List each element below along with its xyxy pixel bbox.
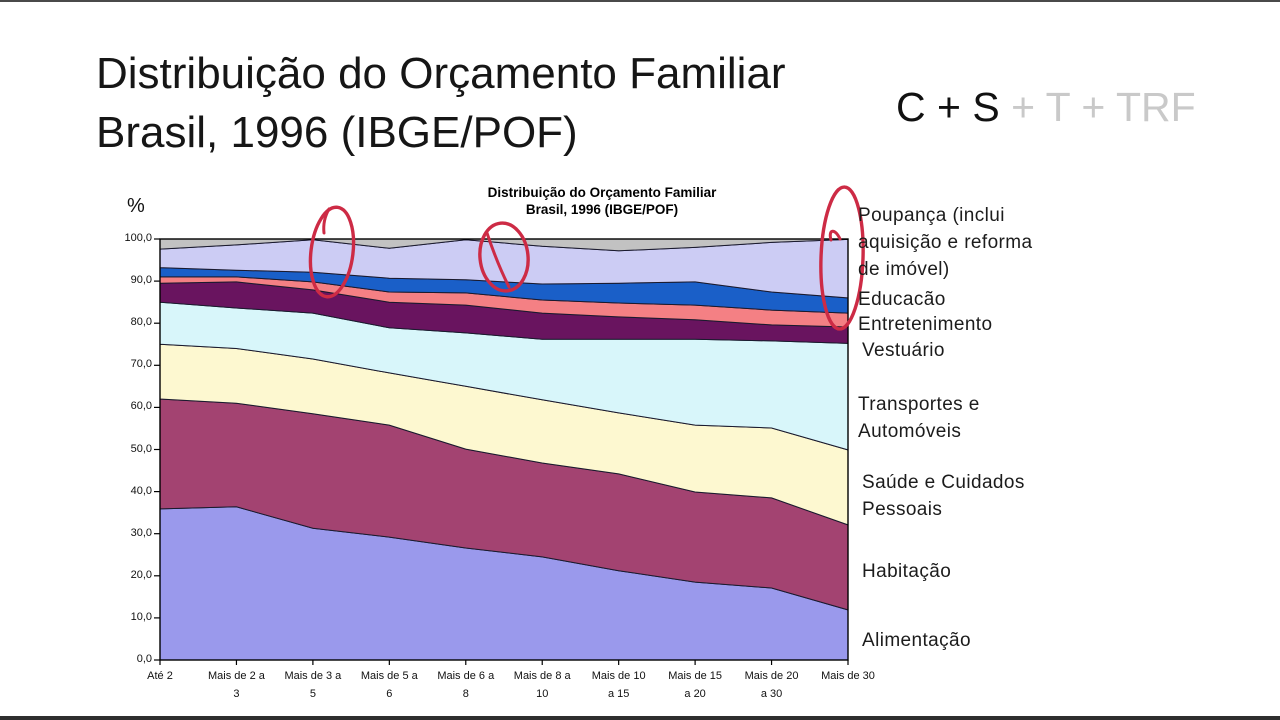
page-title: Distribuição do Orçamento Familiar Brasi…	[96, 49, 786, 157]
y-tick-label: 50,0	[130, 442, 152, 455]
x-tick-label: Mais de 3 a 5	[284, 670, 342, 700]
hand-drawn-pen-stroke	[485, 231, 511, 289]
hand-drawn-circle	[819, 185, 865, 331]
y-tick-label: 100,0	[124, 232, 152, 244]
formula-annotation: C + S + T + TRF	[896, 84, 1196, 131]
band-label-vestuario: Vestuário	[862, 340, 945, 361]
x-tick-label: Mais de 2 a 3	[208, 670, 265, 700]
x-tick-label: Mais de 20 a 30	[744, 670, 799, 700]
formula-highlighted-part: C + S	[896, 84, 1000, 130]
y-tick-label: 0,0	[136, 653, 152, 665]
y-tick-label: 60,0	[130, 400, 152, 413]
y-tick-label: 80,0	[130, 316, 152, 329]
y-tick-label: 30,0	[130, 526, 152, 539]
x-tick-label: Mais de 10 a 15	[591, 670, 646, 700]
band-label-transportes: Transportes e Automóveis	[858, 394, 980, 442]
x-tick-label: Mais de 8 a 10	[513, 670, 571, 700]
band-label-saude: Saúde e Cuidados Pessoais	[862, 472, 1025, 520]
band-label-educacao: Educacão	[858, 289, 946, 310]
x-tick-label: Mais de 5 a 6	[360, 670, 418, 700]
hand-drawn-circle	[478, 221, 530, 293]
band-label-alimentacao: Alimentação	[862, 630, 971, 651]
y-tick-label: 40,0	[130, 484, 152, 497]
y-axis-unit-label: %	[127, 195, 145, 217]
top-border-strip	[0, 0, 1280, 2]
x-tick-label: Mais de 15 a 20	[668, 670, 723, 700]
y-tick-label: 90,0	[130, 274, 152, 287]
x-tick-label: Mais de 6 a 8	[437, 670, 495, 700]
bottom-border-strip	[0, 716, 1280, 720]
hand-drawn-pen-stroke	[322, 207, 331, 235]
band-label-poupanca: Poupança (inclui aquisição e reforma de …	[858, 205, 1033, 280]
y-tick-label: 10,0	[130, 610, 152, 623]
band-label-habitacao: Habitação	[862, 561, 952, 582]
formula-dimmed-part: + T + TRF	[999, 84, 1196, 130]
x-tick-label: Até 2	[147, 670, 173, 682]
y-tick-label: 70,0	[130, 358, 152, 371]
hand-drawn-circle	[308, 205, 356, 299]
y-tick-label: 20,0	[130, 568, 152, 581]
hand-drawn-pen-stroke	[828, 229, 842, 242]
chart-title: Distribuição do Orçamento Familiar Brasi…	[487, 185, 717, 217]
x-tick-label: Mais de 30	[821, 670, 875, 682]
band-label-entretenimento: Entretenimento	[858, 314, 993, 335]
